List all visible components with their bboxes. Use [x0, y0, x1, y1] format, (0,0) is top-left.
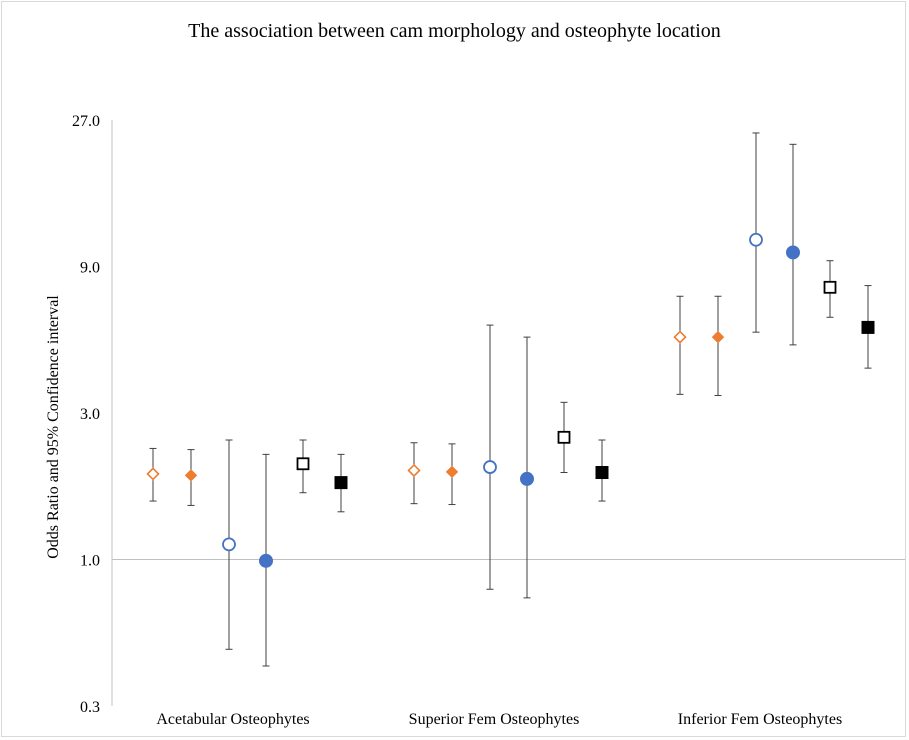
data-point-square-open [296, 457, 310, 471]
y-tick-label: 1.0 [80, 553, 100, 570]
data-marks [146, 132, 875, 667]
data-point-circle-filled [520, 471, 534, 486]
data-point-square-open [557, 430, 571, 444]
data-point-diamond-filled [711, 330, 725, 344]
y-tick-label: 0.3 [80, 699, 100, 716]
data-point-square-filled [595, 466, 609, 480]
axes: 0.3 1.0 3.0 9.0 27.0 Acetabular Osteophytes Su… [72, 113, 905, 728]
data-point-diamond-open [673, 330, 687, 344]
y-tick-label: 27.0 [72, 113, 100, 130]
y-tick-label: 9.0 [80, 260, 100, 277]
x-category-label: Acetabular Osteophytes [156, 711, 309, 728]
data-point-square-filled [861, 320, 875, 334]
data-point-diamond-filled [445, 465, 459, 479]
y-tick-label: 3.0 [80, 406, 100, 423]
chart-title: The association between cam morphology a… [188, 20, 721, 42]
data-point-diamond-filled [184, 469, 198, 482]
data-point-diamond-open [146, 467, 160, 481]
data-point-circle-open [483, 460, 497, 474]
data-point-square-open [823, 280, 837, 294]
data-point-square-filled [334, 476, 348, 490]
data-point-circle-filled [786, 245, 800, 260]
data-point-circle-open [749, 232, 763, 247]
x-category-label: Inferior Fem Osteophytes [678, 711, 842, 728]
x-category-label: Superior Fem Osteophytes [409, 711, 580, 728]
data-point-diamond-open [407, 463, 421, 478]
data-point-circle-filled [259, 553, 273, 568]
data-point-circle-open [222, 537, 236, 552]
